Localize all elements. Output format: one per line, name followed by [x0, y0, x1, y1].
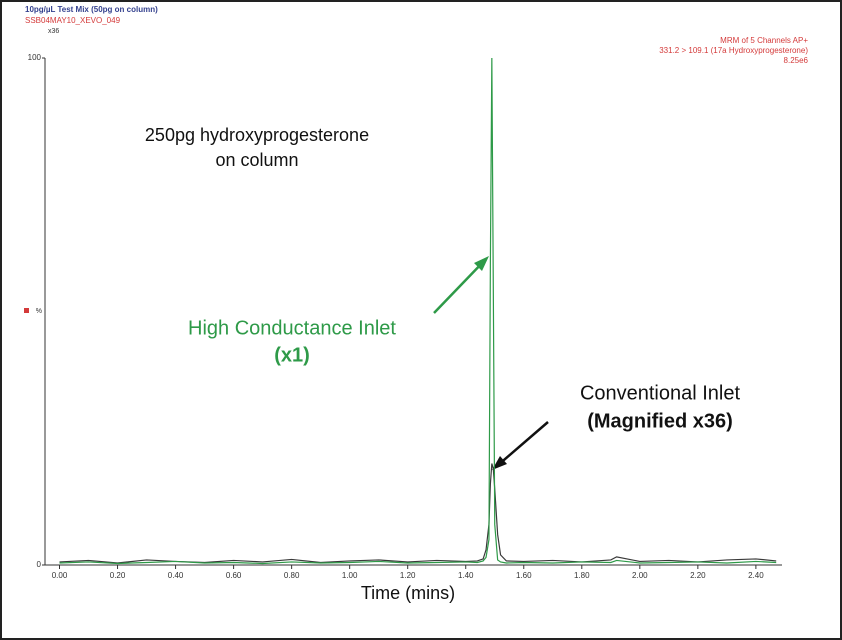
arrow — [496, 421, 549, 467]
chart-subtitle: SSB04MAY10_XEVO_049 — [25, 16, 121, 25]
arrowhead — [474, 256, 489, 271]
x-tick-label: 0.40 — [168, 571, 184, 580]
marker — [24, 308, 29, 313]
annotation: on column — [215, 150, 298, 170]
x-tick-label: 1.40 — [458, 571, 474, 580]
annotation: (Magnified x36) — [587, 410, 733, 432]
x-tick-label: 1.00 — [342, 571, 358, 580]
series-line — [59, 57, 777, 565]
x-axis-label: Time (mins) — [361, 583, 455, 603]
channel-info: 331.2 > 109.1 (17a Hydroxyprogesterone) — [659, 46, 808, 55]
x-tick-label: 1.60 — [516, 571, 532, 580]
x-tick-label: 2.20 — [690, 571, 706, 580]
annotation: High Conductance Inlet — [188, 317, 396, 339]
annotation: Conventional Inlet — [580, 382, 741, 404]
y-axis-label: % — [36, 308, 42, 315]
annotation: (x1) — [274, 344, 310, 366]
channel-info: 8.25e6 — [784, 56, 809, 65]
x-tick-label: 1.20 — [400, 571, 416, 580]
x-tick-label: 0.00 — [52, 571, 68, 580]
annotation: 250pg hydroxyprogesterone — [145, 125, 369, 145]
x-tick-label: 2.40 — [748, 571, 764, 580]
x-tick-label: 0.80 — [284, 571, 300, 580]
x-tick-label: 0.60 — [226, 571, 242, 580]
x-tick-label: 0.20 — [110, 571, 126, 580]
y-tick-label: 100 — [28, 53, 42, 62]
channel-info: MRM of 5 Channels AP+ — [720, 36, 808, 45]
magnification: x36 — [48, 28, 59, 35]
arrowhead — [492, 456, 507, 470]
chart-title: 10pg/µL Test Mix (50pg on column) — [25, 5, 158, 14]
arrow — [433, 258, 487, 314]
x-tick-label: 1.80 — [574, 571, 590, 580]
y-tick-label: 0 — [37, 560, 42, 569]
x-tick-label: 2.00 — [632, 571, 648, 580]
